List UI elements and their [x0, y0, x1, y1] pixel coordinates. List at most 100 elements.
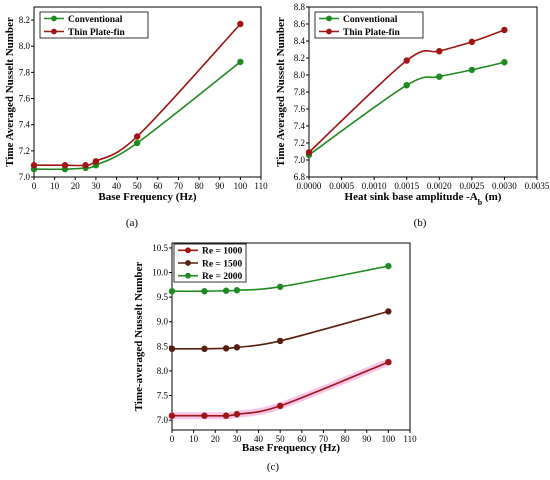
x-tick-label: 0: [32, 181, 37, 191]
x-tick-label: 0.0025: [459, 181, 484, 191]
data-point: [385, 308, 392, 315]
data-point: [276, 337, 284, 345]
data-point: [385, 358, 392, 366]
data-point: [201, 345, 208, 353]
x-tick-label: 20: [71, 181, 81, 191]
legend-label: Conventional: [68, 15, 123, 25]
x-tick-label: 50: [276, 434, 286, 444]
y-tick-label: 8.2: [19, 15, 30, 25]
y-axis-label: Time Averaged Nusselt Number: [275, 17, 287, 167]
legend-label: Re = 1500: [202, 259, 242, 269]
data-point: [222, 345, 230, 352]
x-tick-label: 10: [50, 181, 60, 191]
y-tick-label: 7.4: [19, 120, 31, 130]
y-tick-label: 10.0: [152, 268, 168, 278]
x-tick-label: 0.0015: [394, 181, 419, 191]
x-tick-label: 80: [195, 181, 205, 191]
x-tick-label: 50: [133, 181, 143, 191]
data-point: [82, 162, 89, 169]
chart-b: 0.0000 0.0005 0.0010 0.0015 0.0020 0.0025 0.00…: [275, 2, 550, 229]
data-point: [403, 57, 410, 64]
x-axis-label-unit: (m): [482, 191, 502, 203]
y-tick-label: 7.2: [19, 146, 30, 156]
x-tick-label: 20: [211, 434, 221, 444]
legend-box: [39, 11, 149, 39]
y-tick-label: 7.0: [294, 155, 306, 165]
x-tick-label: 100: [382, 434, 396, 444]
x-tick-label: 0.0010: [362, 181, 387, 191]
x-tick-label: 80: [341, 434, 351, 444]
x-tick-label: 30: [91, 181, 101, 191]
legend-marker: [326, 28, 332, 35]
legend-marker: [51, 28, 57, 35]
x-axis-label: Base Frequency (Hz): [242, 442, 341, 454]
series-line: [33, 61, 241, 171]
data-point: [237, 58, 244, 66]
x-tick-label: 60: [297, 434, 307, 444]
chart-caption: (c): [267, 461, 280, 473]
legend-label: Thin Plate-fin: [68, 28, 125, 38]
legend-marker: [326, 15, 332, 22]
data-point: [305, 149, 313, 156]
y-tick-label: 7.4: [294, 121, 306, 131]
data-point: [436, 73, 443, 80]
data-point: [237, 20, 244, 28]
data-point: [222, 412, 230, 419]
x-tick-label: 10: [189, 434, 199, 444]
series-line: [308, 61, 505, 156]
y-tick-label: 8.4: [294, 36, 306, 46]
data-point: [30, 162, 38, 169]
x-tick-label: 0.0000: [297, 181, 322, 191]
y-tick-label: 7.5: [157, 391, 169, 401]
data-point: [92, 158, 100, 165]
data-point: [468, 38, 476, 46]
chart-c: 0 10 20 30 40 50 60 70 80 90 100 110 7.0 7.5 8.0 8.5 9.0…: [133, 242, 417, 473]
x-tick-label: 40: [254, 434, 264, 444]
y-tick-label: 8.8: [294, 2, 306, 12]
legend-marker: [185, 272, 191, 279]
legend-box: [314, 11, 424, 39]
x-tick-label: 70: [174, 181, 184, 191]
data-point: [233, 411, 241, 418]
data-point: [385, 262, 392, 270]
data-point: [233, 344, 241, 351]
y-tick-label: 8.0: [157, 366, 169, 376]
x-tick-label: 60: [153, 181, 163, 191]
y-tick-label: 9.5: [157, 292, 169, 302]
data-point: [276, 283, 284, 290]
data-point: [501, 59, 508, 66]
y-tick-label: 7.0: [19, 172, 31, 182]
plot-frame: [33, 6, 262, 178]
y-tick-label: 7.8: [19, 67, 31, 77]
y-tick-label: 8.2: [294, 53, 305, 63]
x-tick-label: 0.0005: [329, 181, 354, 191]
x-tick-label: 100: [234, 181, 248, 191]
data-point: [168, 288, 176, 295]
data-point: [201, 412, 208, 419]
y-tick-label: 8.6: [294, 19, 306, 29]
data-point: [201, 288, 208, 295]
data-point: [222, 287, 230, 294]
data-point: [436, 47, 443, 55]
y-tick-label: 6.8: [294, 172, 306, 182]
x-tick-label: 40: [112, 181, 122, 191]
y-tick-label: 8.5: [157, 341, 169, 351]
data-point: [233, 287, 241, 294]
data-point: [133, 139, 141, 147]
y-tick-label: 9.0: [157, 317, 169, 327]
y-tick-label: 7.6: [294, 104, 306, 114]
x-tick-label: 90: [215, 181, 225, 191]
data-point: [168, 345, 176, 353]
legend-marker: [185, 247, 191, 254]
data-point: [168, 412, 176, 419]
x-axis-label-subscript: b: [478, 198, 483, 207]
x-axis-label: Base Frequency (Hz): [98, 191, 197, 203]
x-tick-label: 0.0035: [525, 181, 550, 191]
x-tick-label: 110: [254, 181, 268, 191]
y-axis-label: Time-averaged Nusselt Number: [133, 262, 145, 412]
data-point: [403, 81, 410, 89]
legend-marker: [185, 260, 191, 266]
y-tick-label: 10.5: [152, 243, 168, 253]
y-tick-label: 8.0: [294, 70, 306, 80]
y-tick-label: 7.6: [19, 94, 31, 104]
